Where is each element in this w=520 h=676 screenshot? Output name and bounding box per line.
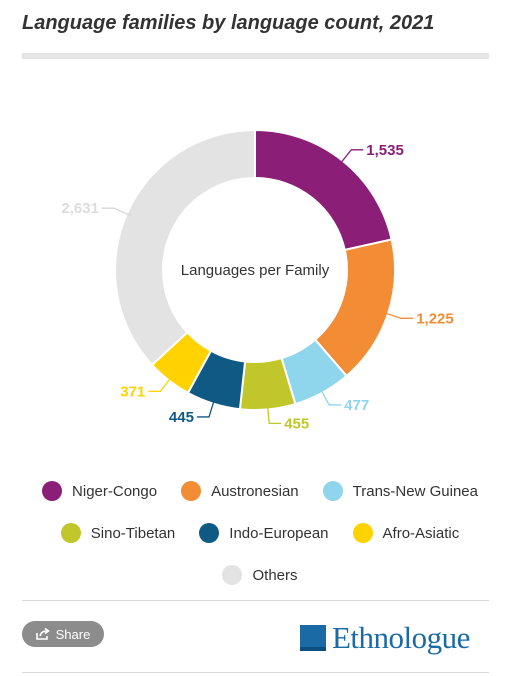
logo-text: Ethnologue	[332, 620, 470, 655]
leader-line	[196, 399, 215, 418]
legend-label: Indo-European	[229, 524, 329, 542]
footer-bottom-divider	[22, 672, 489, 673]
legend-row: Niger-Congo Austronesian Trans-New Guinea	[0, 470, 520, 512]
chart-legend: Niger-Congo Austronesian Trans-New Guinea S…	[0, 470, 520, 596]
share-icon	[35, 628, 50, 640]
data-label: 1,535	[366, 142, 404, 159]
leader-line	[266, 405, 282, 424]
legend-label: Niger-Congo	[72, 482, 158, 500]
leader-line	[101, 207, 131, 217]
legend-label: Trans-New Guinea	[352, 482, 478, 500]
data-label: 371	[120, 383, 145, 400]
chart-title: Language families by language count, 202…	[22, 12, 435, 34]
share-button[interactable]: Share	[22, 621, 104, 647]
center-label: Languages per Family	[181, 262, 330, 279]
share-label: Share	[55, 626, 91, 642]
logo-mark-icon	[300, 625, 326, 651]
legend-swatch	[199, 523, 220, 543]
legend-item-niger-congo[interactable]: Niger-Congo	[42, 481, 157, 501]
legend-swatch	[42, 481, 63, 501]
title-divider	[22, 53, 489, 59]
legend-item-afro-asiatic[interactable]: Afro-Asiatic	[352, 523, 460, 543]
data-label: 477	[344, 397, 369, 414]
legend-label: Others	[252, 566, 298, 584]
legend-row: Others	[0, 554, 520, 596]
slice-others[interactable]	[114, 128, 256, 367]
legend-swatch	[181, 481, 202, 501]
legend-swatch	[322, 481, 343, 501]
legend-row: Sino-Tibetan Indo-European Afro-Asiatic	[0, 512, 520, 554]
legend-swatch	[352, 523, 373, 543]
legend-label: Austronesian	[211, 482, 299, 500]
legend-item-indo-european[interactable]: Indo-European	[199, 523, 329, 543]
leader-line	[339, 149, 364, 165]
legend-label: Sino-Tibetan	[90, 524, 176, 542]
data-label: 455	[284, 415, 309, 432]
footer-divider	[22, 600, 489, 601]
donut-chart: 1,535 1,225 477 455 445 371 2,631 Languages per…	[61, 128, 454, 432]
ethnologue-logo[interactable]: Ethnologue	[300, 620, 470, 656]
leader-line	[383, 312, 414, 319]
legend-item-sino-tibetan[interactable]: Sino-Tibetan	[60, 523, 176, 543]
leader-line	[319, 388, 342, 406]
legend-label: Afro-Asiatic	[382, 524, 460, 542]
legend-item-trans-new-guinea[interactable]: Trans-New Guinea	[322, 481, 478, 501]
data-label: 445	[169, 409, 194, 426]
legend-item-austronesian[interactable]: Austronesian	[181, 481, 299, 501]
leader-line	[148, 376, 172, 393]
legend-swatch	[222, 565, 243, 585]
data-label: 1,225	[416, 310, 454, 327]
legend-item-others[interactable]: Others	[222, 565, 298, 585]
legend-swatch	[60, 523, 81, 543]
data-label: 2,631	[61, 200, 99, 217]
